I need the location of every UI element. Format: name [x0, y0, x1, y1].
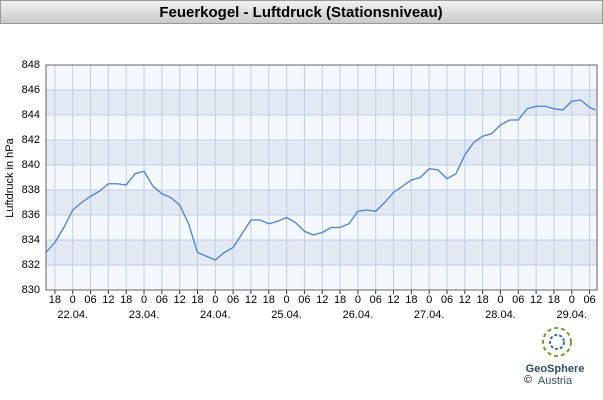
date-label: 29.04. — [556, 309, 587, 321]
date-label: 23.04. — [129, 309, 160, 321]
y-tick-label: 840 — [22, 159, 40, 171]
y-tick-label: 848 — [22, 59, 40, 71]
x-tick-label: 12 — [316, 294, 328, 306]
x-tick-label: 18 — [191, 294, 203, 306]
grid-band — [46, 190, 597, 215]
x-tick-label: 12 — [174, 294, 186, 306]
y-tick-label: 838 — [22, 184, 40, 196]
date-label: 28.04. — [485, 309, 516, 321]
x-tick-label: 12 — [102, 294, 114, 306]
logo: © GeoSphere Austria — [524, 327, 585, 387]
x-tick-label: 18 — [334, 294, 346, 306]
y-tick-label: 836 — [22, 209, 40, 221]
grid-band — [46, 90, 597, 115]
x-tick-label: 0 — [355, 294, 361, 306]
y-tick-label: 842 — [22, 134, 40, 146]
x-tick-label: 06 — [298, 294, 310, 306]
x-tick-label: 06 — [512, 294, 524, 306]
y-axis-label: Luftdruck in hPa — [4, 137, 16, 217]
date-label: 24.04. — [200, 309, 231, 321]
x-tick-label: 0 — [284, 294, 290, 306]
x-tick-label: 0 — [141, 294, 147, 306]
y-tick-label: 834 — [22, 234, 40, 246]
y-tick-label: 846 — [22, 84, 40, 96]
x-tick-label: 18 — [477, 294, 489, 306]
date-label: 26.04. — [343, 309, 374, 321]
chart-title: Feuerkogel - Luftdruck (Stationsniveau) — [159, 4, 442, 21]
date-label: 27.04. — [414, 309, 445, 321]
grid-band — [46, 240, 597, 265]
logo-name: GeoSphere — [526, 363, 585, 375]
x-tick-label: 06 — [227, 294, 239, 306]
x-tick-label: 18 — [120, 294, 132, 306]
x-tick-label: 18 — [263, 294, 275, 306]
x-tick-label: 18 — [548, 294, 560, 306]
x-tick-label: 0 — [569, 294, 575, 306]
y-tick-label: 830 — [22, 284, 40, 296]
logo-country: Austria — [538, 375, 573, 387]
x-tick-label: 12 — [459, 294, 471, 306]
x-tick-label: 06 — [583, 294, 595, 306]
x-tick-label: 18 — [405, 294, 417, 306]
x-tick-label: 0 — [426, 294, 432, 306]
plot-frame — [45, 64, 598, 291]
date-label: 25.04. — [271, 309, 302, 321]
x-tick-label: 06 — [156, 294, 168, 306]
y-tick-label: 832 — [22, 259, 40, 271]
y-tick-label: 844 — [22, 109, 40, 121]
x-tick-label: 0 — [212, 294, 218, 306]
grid-band — [46, 140, 597, 165]
x-tick-label: 18 — [49, 294, 61, 306]
x-tick-label: 0 — [70, 294, 76, 306]
x-tick-label: 0 — [497, 294, 503, 306]
logo-icon-inner — [549, 334, 565, 350]
logo-icon — [542, 327, 572, 357]
x-tick-label: 12 — [387, 294, 399, 306]
x-tick-label: 06 — [84, 294, 96, 306]
x-tick-label: 12 — [530, 294, 542, 306]
logo-copyright: © — [524, 374, 532, 386]
x-tick-label: 12 — [245, 294, 257, 306]
x-tick-label: 06 — [441, 294, 453, 306]
data-line — [45, 99, 596, 261]
x-tick-label: 06 — [370, 294, 382, 306]
date-label: 22.04. — [57, 309, 88, 321]
